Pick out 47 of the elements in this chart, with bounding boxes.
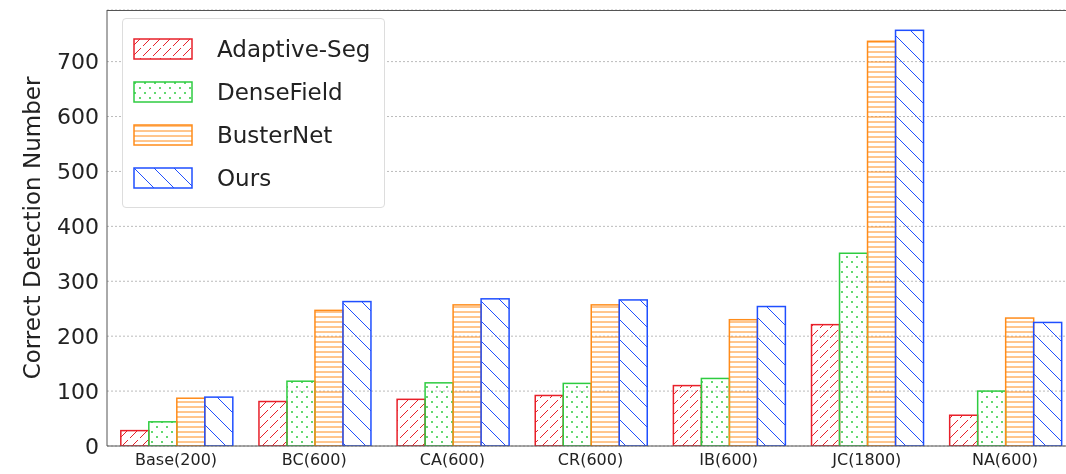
bar: [728, 318, 759, 446]
bar: [176, 397, 206, 446]
x-tick-label: IB(600): [699, 450, 758, 470]
bar: [618, 299, 648, 446]
bar: [672, 384, 703, 446]
bar: [204, 396, 234, 446]
bar: [286, 380, 316, 446]
y-tick-label: 300: [57, 269, 99, 295]
y-axis-title: Correct Detection Number: [19, 76, 45, 380]
bar: [258, 400, 288, 446]
bar: [866, 40, 897, 446]
bar: [948, 414, 979, 446]
y-tick-label: 100: [57, 378, 99, 404]
bar: [976, 390, 1007, 446]
x-tick-label: CR(600): [557, 450, 624, 470]
bar: [1032, 321, 1063, 446]
bar: [838, 252, 869, 446]
bar: [424, 382, 454, 446]
bar: [756, 305, 787, 446]
x-tick-label: NA(600): [971, 450, 1038, 470]
legend-label: DenseField: [217, 78, 343, 105]
y-tick-label: 0: [85, 433, 99, 459]
bar: [810, 323, 841, 446]
y-tick-label: 500: [57, 159, 99, 185]
legend-label: Adaptive-Seg: [217, 35, 371, 62]
bar: [396, 398, 426, 446]
y-tick-label: 400: [57, 214, 99, 240]
bar: [148, 421, 178, 446]
bar: [480, 298, 510, 446]
bar: [534, 394, 564, 446]
y-tick-label: 700: [57, 49, 99, 75]
bar: [562, 382, 592, 446]
x-tick-label: Base(200): [135, 450, 218, 470]
x-tick-label: BC(600): [281, 450, 347, 470]
legend-label: BusterNet: [217, 121, 333, 148]
bar: [452, 304, 482, 446]
x-tick-label: CA(600): [419, 450, 485, 470]
bar: [700, 377, 731, 446]
x-tick-label: JC(1800): [831, 450, 902, 470]
bar: [342, 300, 372, 446]
bar: [590, 304, 620, 446]
legend-label: Ours: [217, 164, 272, 191]
bar: [314, 309, 344, 446]
bar: [1004, 317, 1035, 446]
bar: [894, 29, 925, 446]
y-tick-label: 200: [57, 323, 99, 349]
y-tick-label: 600: [57, 104, 99, 130]
